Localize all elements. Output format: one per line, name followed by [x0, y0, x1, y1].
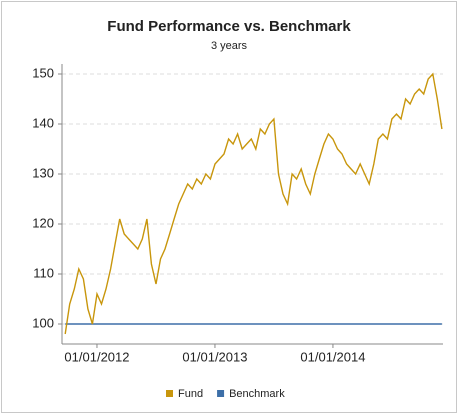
legend-label: Fund — [178, 388, 203, 400]
y-tick-label: 130 — [32, 165, 54, 180]
chart-title: Fund Performance vs. Benchmark — [107, 18, 351, 35]
y-tick-label: 140 — [32, 115, 54, 130]
legend-label: Benchmark — [229, 388, 285, 400]
y-tick-label: 120 — [32, 215, 54, 230]
legend-swatch — [166, 390, 173, 397]
y-tick-label: 100 — [32, 315, 54, 330]
chart-subtitle: 3 years — [211, 40, 248, 52]
x-tick-label: 01/01/2012 — [64, 349, 129, 364]
x-tick-label: 01/01/2014 — [300, 349, 365, 364]
legend-swatch — [217, 390, 225, 397]
series-line — [64, 72, 443, 335]
y-tick-label: 150 — [32, 65, 54, 80]
y-tick-label: 110 — [33, 265, 54, 280]
x-tick-label: 01/01/2013 — [182, 349, 247, 364]
